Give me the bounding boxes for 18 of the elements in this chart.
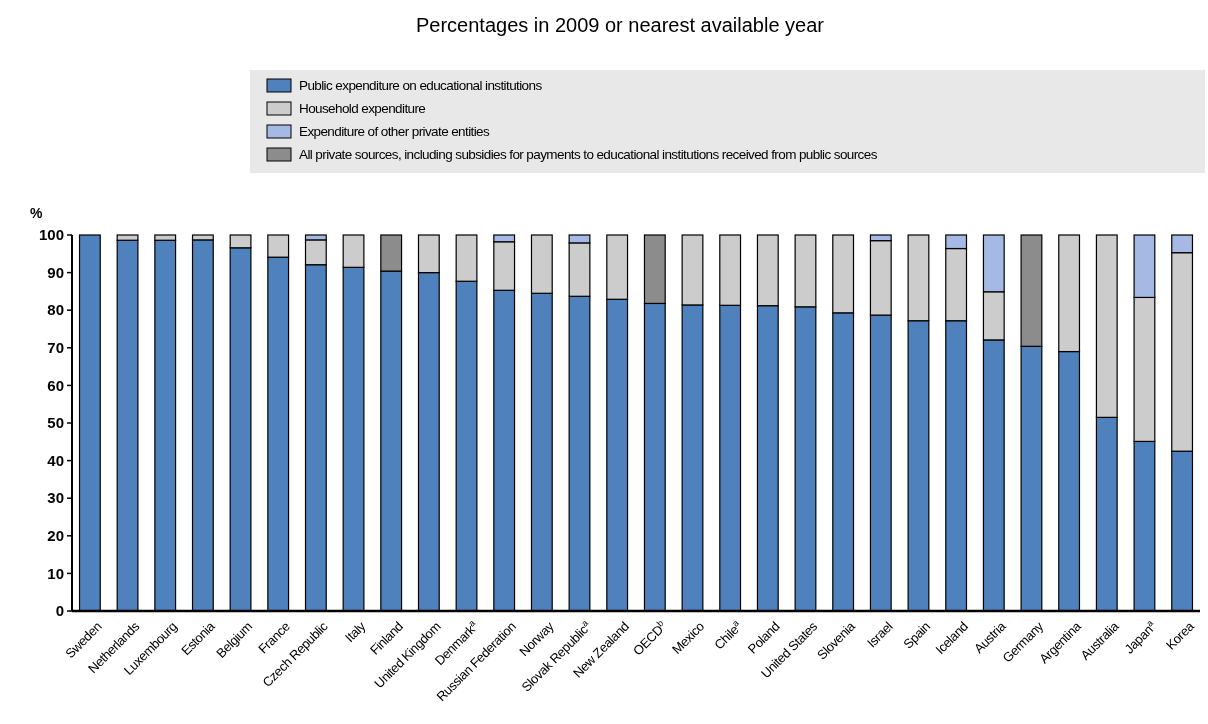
legend-label: All private sources, including subsidies for payments to educational institutions received from public sources [299,147,878,162]
y-tick-label: 100 [38,226,64,244]
y-tick-label: 20 [47,527,64,545]
y-tick-label: 80 [47,301,64,319]
y-tick-label: 90 [47,263,64,281]
y-tick-label: 60 [47,376,64,394]
x-tick-label: Italy [342,618,369,645]
y-axis-title: % [30,205,43,221]
chart-title: Percentages in 2009 or nearest available year [415,14,825,36]
y-tick-label: 10 [47,564,64,582]
y-tick-label: 0 [55,602,64,620]
legend-label: Public expenditure on educational institutions [299,78,543,93]
legend-label: Expenditure of other private entities [299,124,491,139]
legend-label: Household expenditure [299,101,426,116]
y-tick-label: 30 [47,489,64,507]
y-tick-label: 70 [47,339,64,357]
y-tick-label: 40 [47,451,64,469]
y-tick-label: 50 [47,414,64,432]
